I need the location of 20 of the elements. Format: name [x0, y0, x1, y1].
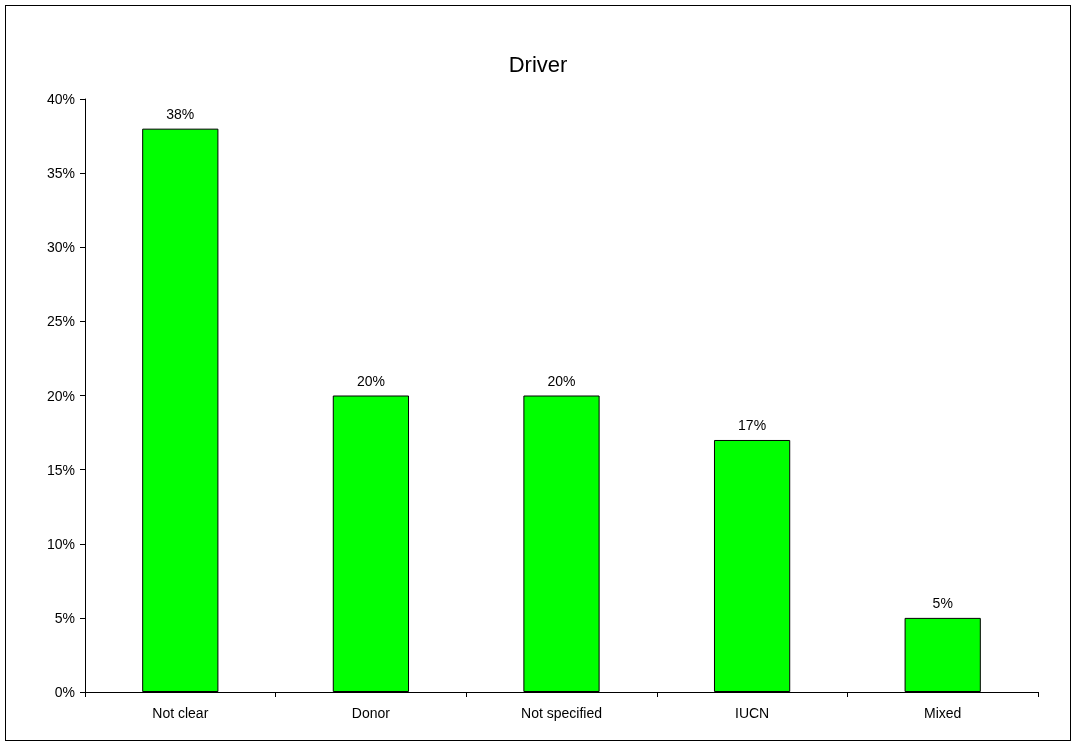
y-tick-label: 0%	[54, 684, 75, 700]
data-label: 5%	[932, 594, 953, 611]
y-tick-label: 30%	[46, 239, 75, 256]
data-label: 20%	[547, 372, 576, 389]
y-tick-label: 35%	[46, 165, 75, 182]
y-tick-label: 40%	[46, 91, 75, 107]
data-label: 17%	[738, 416, 767, 433]
x-tick-label: IUCN	[734, 705, 770, 721]
x-tick-label: Not specified	[521, 705, 602, 721]
data-label: 38%	[166, 105, 195, 122]
y-tick-label: 25%	[46, 313, 75, 330]
x-tick-label: Mixed	[924, 705, 962, 721]
y-tick-label: 15%	[46, 461, 75, 478]
data-label: 20%	[356, 372, 385, 389]
y-tick-label: 10%	[46, 535, 75, 552]
x-tick-label: Donor	[351, 705, 391, 721]
x-tick-label: Not clear	[152, 705, 209, 721]
chart-title: Driver	[508, 51, 568, 77]
y-tick-label: 20%	[46, 387, 75, 404]
y-tick-label: 5%	[54, 609, 75, 626]
